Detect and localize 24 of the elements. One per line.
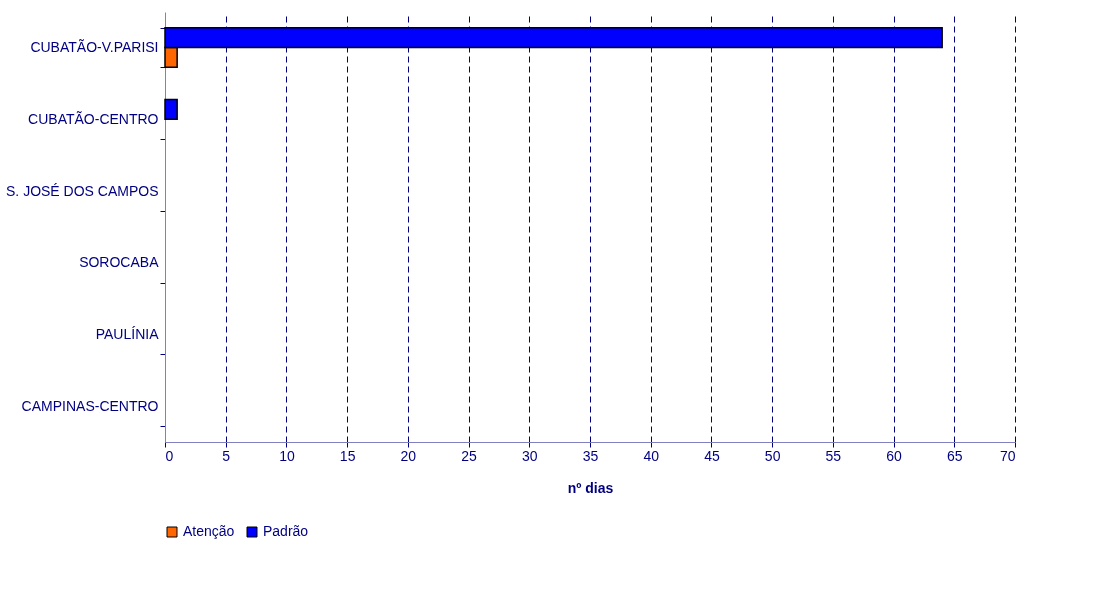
x-tick-label: 10 [279,447,295,464]
legend-label: Atenção [183,523,235,539]
x-tick-label: 60 [886,447,903,464]
x-tick-label: 20 [400,447,417,464]
x-tick-label: 5 [222,447,231,464]
y-tick-label: PAULÍNIA [95,326,160,343]
x-tick-label: 45 [704,447,720,464]
x-tick-label: 50 [764,447,781,464]
legend-label: Padrão [263,523,309,539]
x-axis-title: nº dias [567,479,614,496]
x-tick-label: 65 [947,447,963,464]
x-tick-label: 35 [582,447,599,464]
x-tick-label: 0 [165,447,174,464]
x-tick-label: 25 [461,447,478,464]
y-tick-label: SOROCABA [79,254,160,271]
x-tick-label: 70 [999,447,1016,464]
x-tick-label: 15 [339,447,356,464]
y-tick-label: CUBATÃO-V.PARISI [30,39,159,56]
x-tick-label: 55 [825,447,842,464]
y-tick-label: S. JOSÉ DOS CAMPOS [6,182,159,199]
x-tick-label: 30 [522,447,538,464]
x-tick-label: 40 [643,447,660,464]
y-tick-label: CUBATÃO-CENTRO [28,110,159,127]
y-tick-label: CAMPINAS-CENTRO [21,397,159,414]
